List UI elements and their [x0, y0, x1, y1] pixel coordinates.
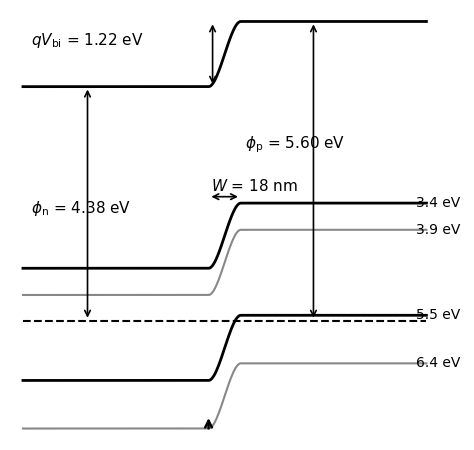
Text: $\phi_\mathrm{p}$ = 5.60 eV: $\phi_\mathrm{p}$ = 5.60 eV — [245, 134, 345, 155]
Text: 3.4 eV: 3.4 eV — [416, 196, 461, 210]
Text: 3.9 eV: 3.9 eV — [416, 223, 461, 237]
Text: $W$ = 18 nm: $W$ = 18 nm — [210, 178, 298, 194]
Text: $qV_\mathrm{bi}$ = 1.22 eV: $qV_\mathrm{bi}$ = 1.22 eV — [31, 31, 144, 50]
Text: 6.4 eV: 6.4 eV — [416, 356, 461, 370]
Text: 5.5 eV: 5.5 eV — [416, 308, 461, 322]
Text: $\phi_\mathrm{n}$ = 4.38 eV: $\phi_\mathrm{n}$ = 4.38 eV — [31, 199, 131, 218]
